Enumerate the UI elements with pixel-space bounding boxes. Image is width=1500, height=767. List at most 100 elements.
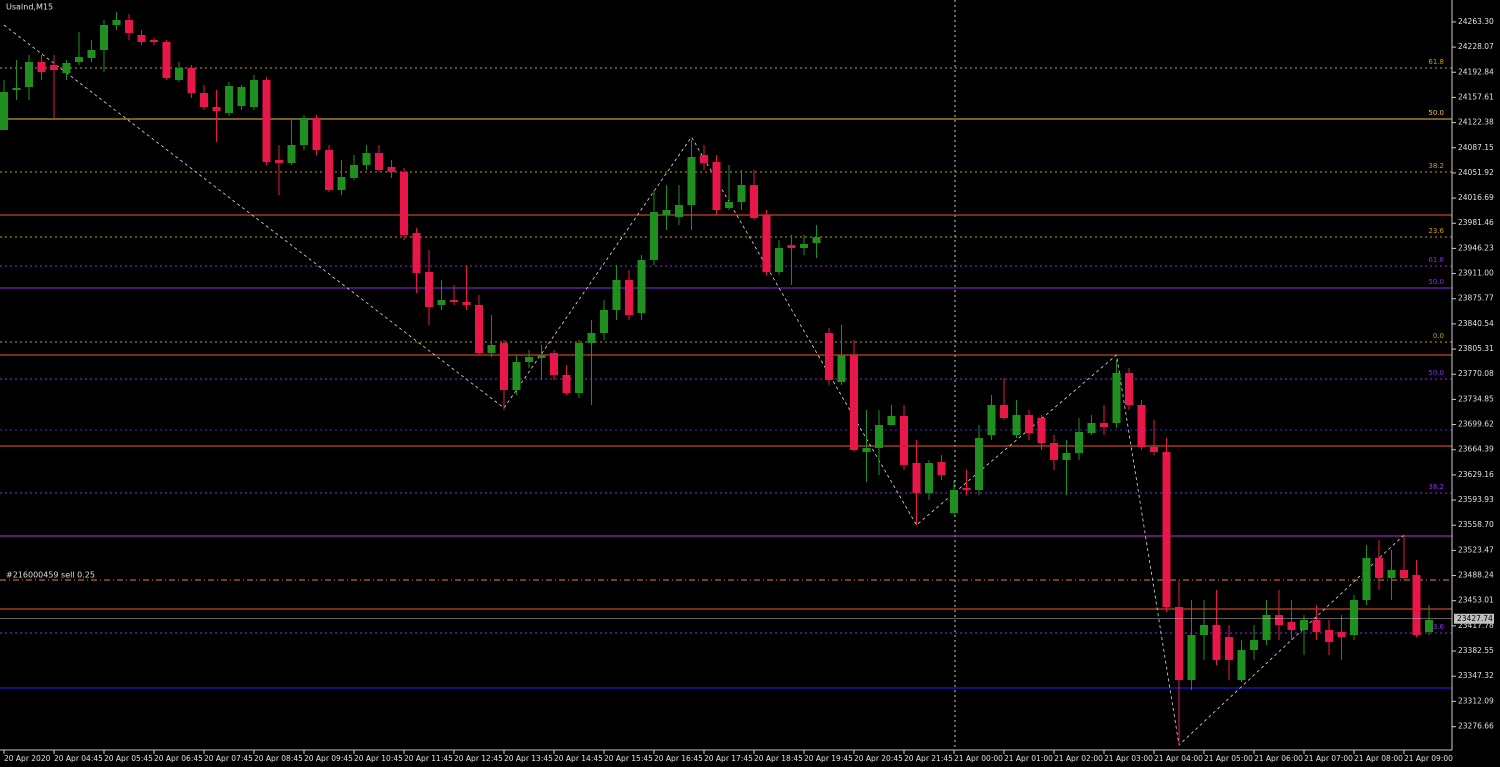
y-tick-label: 23593.93 [1458, 495, 1494, 504]
y-tick-label: 24263.30 [1458, 17, 1494, 26]
level-label: 50.0 [1428, 278, 1444, 286]
candle-body [37, 62, 46, 72]
candle-body [900, 416, 908, 465]
candle-body [600, 310, 608, 333]
level-label: 61.8 [1428, 256, 1444, 264]
candle-body [637, 260, 646, 313]
candle-body [750, 185, 758, 218]
candle-body [375, 153, 383, 170]
candle-body [137, 35, 146, 42]
candle-body [412, 233, 421, 273]
candle-body [1212, 625, 1221, 660]
y-tick-label: 23664.39 [1458, 445, 1494, 454]
candle-body [1100, 423, 1108, 427]
candle-body [150, 40, 158, 42]
candle-body [200, 93, 208, 107]
level-label: 61.8 [1428, 58, 1444, 66]
candle-body [350, 165, 358, 178]
x-tick-label: 20 Apr 05:45 [104, 754, 153, 763]
candle-body [537, 355, 546, 358]
candle-body [212, 107, 221, 111]
candle-body [512, 362, 521, 390]
y-tick-label: 24228.07 [1458, 42, 1494, 51]
level-label: 50.0 [1428, 109, 1444, 117]
candle-body [112, 20, 121, 25]
x-tick-label: 21 Apr 03:00 [1104, 754, 1153, 763]
candle-body [675, 205, 683, 217]
candle-body [800, 244, 808, 248]
candle-body [1225, 637, 1233, 660]
x-tick-label: 21 Apr 01:00 [1004, 754, 1053, 763]
candle-body [325, 150, 333, 190]
candle-body [725, 202, 733, 208]
candle-body [1125, 373, 1133, 405]
candle-body [712, 162, 721, 210]
x-tick-label: 20 Apr 09:45 [304, 754, 353, 763]
x-tick-label: 20 Apr 06:45 [154, 754, 203, 763]
candle-body [100, 25, 108, 50]
candle-body [562, 375, 571, 393]
candle-body [1150, 447, 1158, 452]
x-tick-label: 20 Apr 12:45 [454, 754, 503, 763]
candle-body [262, 80, 271, 162]
x-tick-label: 21 Apr 05:00 [1204, 754, 1253, 763]
candle-body [1375, 558, 1383, 578]
candle-body [50, 65, 58, 70]
candle-body [762, 215, 771, 272]
y-tick-label: 23347.32 [1458, 671, 1494, 680]
candle-body [437, 300, 446, 305]
y-tick-label: 23558.70 [1458, 520, 1494, 529]
candle-body [1300, 620, 1308, 630]
y-tick-label: 23276.66 [1458, 722, 1494, 731]
candle-body [1337, 632, 1346, 637]
candle-body [1250, 640, 1258, 650]
y-tick-label: 24157.61 [1458, 92, 1494, 101]
level-label: 0.0 [1433, 332, 1444, 340]
candle-body [487, 345, 496, 353]
x-tick-label: 20 Apr 20:45 [854, 754, 903, 763]
x-tick-label: 21 Apr 06:00 [1254, 754, 1303, 763]
x-tick-label: 20 Apr 17:45 [704, 754, 753, 763]
candle-body [187, 68, 196, 93]
y-tick-label: 23770.08 [1458, 369, 1494, 378]
candle-body [812, 237, 821, 243]
candle-body [287, 145, 296, 163]
candle-body [425, 272, 433, 307]
candle-body [1075, 432, 1083, 453]
candle-body [362, 153, 371, 165]
candle-body [500, 343, 508, 390]
x-tick-label: 20 Apr 15:45 [604, 754, 653, 763]
candle-body [575, 343, 583, 393]
x-tick-label: 20 Apr 2020 [4, 754, 51, 763]
candle-body [1062, 453, 1071, 460]
x-tick-label: 20 Apr 07:45 [204, 754, 253, 763]
y-tick-label: 23875.77 [1458, 294, 1494, 303]
candle-body [650, 212, 658, 260]
candle-body [737, 185, 746, 202]
candle-body [787, 245, 796, 248]
candle-body [1312, 620, 1321, 632]
candle-body [125, 20, 133, 33]
candle-body [1362, 558, 1371, 600]
candle-body [1412, 575, 1421, 635]
candle-body [1187, 635, 1196, 680]
candle-body [400, 172, 408, 235]
candle-body [450, 300, 458, 302]
level-label: 38.2 [1428, 483, 1444, 491]
y-tick-label: 23805.31 [1458, 344, 1494, 353]
candle-body [775, 248, 783, 272]
candle-body [925, 463, 933, 493]
y-tick-label: 23840.54 [1458, 319, 1494, 328]
candle-body [12, 88, 21, 90]
y-tick-label: 23417.78 [1458, 621, 1494, 630]
candle-body [1037, 418, 1046, 443]
candle-body [250, 80, 258, 107]
candle-body [62, 63, 71, 73]
candle-body [975, 438, 983, 490]
level-label: 23.6 [1428, 227, 1444, 235]
candle-body [825, 333, 833, 380]
x-tick-label: 20 Apr 11:45 [404, 754, 453, 763]
candle-body [837, 355, 846, 382]
